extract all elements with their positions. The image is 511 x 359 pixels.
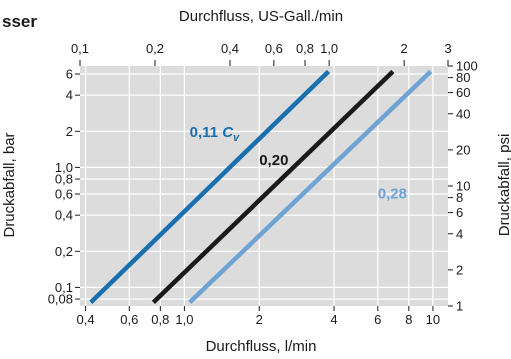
annotation-layer: 0,11 Cv 0,20 0,28 — [190, 124, 407, 203]
y-axis-title: Druckabfall, bar — [1, 132, 18, 237]
y-tick-label: 4 — [66, 88, 73, 103]
x-axis-title: Durchfluss, l/min — [206, 338, 317, 355]
x-tick-label: 0,8 — [151, 312, 169, 327]
x2-tick-label: 0,2 — [146, 41, 164, 56]
y-tick-label: 6 — [66, 67, 73, 82]
x-tick-label: 8 — [405, 312, 412, 327]
series-layer — [89, 69, 433, 305]
header-title-fragment: sser — [2, 12, 37, 31]
x2-tick-label: 0,6 — [265, 41, 283, 56]
series-label-1: 0,11 Cv — [190, 124, 240, 144]
y2-tick-label: 6 — [456, 205, 463, 220]
y2-tick-label: 60 — [456, 85, 470, 100]
x-tick-label: 0,4 — [76, 312, 94, 327]
y2-tick-label: 1 — [456, 299, 463, 314]
x-tick-label: 1,0 — [175, 312, 193, 327]
x2-tick-label: 1,0 — [320, 41, 338, 56]
x2-tick-label: 3 — [444, 41, 451, 56]
x-tick-label: 2 — [256, 312, 263, 327]
y2-tick-label: 20 — [456, 142, 470, 157]
series-line-1 — [89, 69, 331, 305]
x2-axis-title: Durchfluss, US-Gall./min — [179, 8, 343, 25]
series-line-2 — [151, 69, 395, 305]
y-tick-label: 1,0 — [55, 160, 73, 175]
y2-axis-title: Druckabfall, psi — [496, 134, 511, 237]
series-line-3 — [188, 69, 433, 305]
x-tick-label: 0,6 — [120, 312, 138, 327]
y-tick-label: 0,4 — [55, 208, 73, 223]
y-tick-label: 0,2 — [55, 244, 73, 259]
y-tick-label: 0,08 — [48, 292, 73, 307]
series-label-2: 0,20 — [259, 152, 288, 169]
y-tick-label: 0,1 — [55, 280, 73, 295]
y2-tick-label: 8 — [456, 190, 463, 205]
axes: 0,4 0,6 0,8 1,0 2 4 6 8 100,1 0,2 0,4 0,6 0,8 1,0 2 364… — [48, 41, 478, 327]
y2-tick-label: 10 — [456, 179, 470, 194]
y2-tick-label: 100 — [456, 59, 478, 74]
x2-tick-label: 0,1 — [71, 41, 89, 56]
y-tick-label: 0,8 — [55, 172, 73, 187]
y2-tick-label: 80 — [456, 70, 470, 85]
y-tick-label: 2 — [66, 124, 73, 139]
x2-tick-label: 0,4 — [221, 41, 239, 56]
y2-tick-label: 40 — [456, 106, 470, 121]
y-tick-label: 0,6 — [55, 187, 73, 202]
x-tick-label: 6 — [374, 312, 381, 327]
x2-tick-label: 2 — [401, 41, 408, 56]
y2-tick-label: 2 — [456, 262, 463, 277]
x-tick-label: 10 — [426, 312, 440, 327]
y2-tick-label: 4 — [456, 226, 463, 241]
series-label-3: 0,28 — [378, 186, 407, 203]
plot-area — [80, 66, 448, 306]
x-tick-label: 4 — [330, 312, 337, 327]
x2-tick-label: 0,8 — [296, 41, 314, 56]
